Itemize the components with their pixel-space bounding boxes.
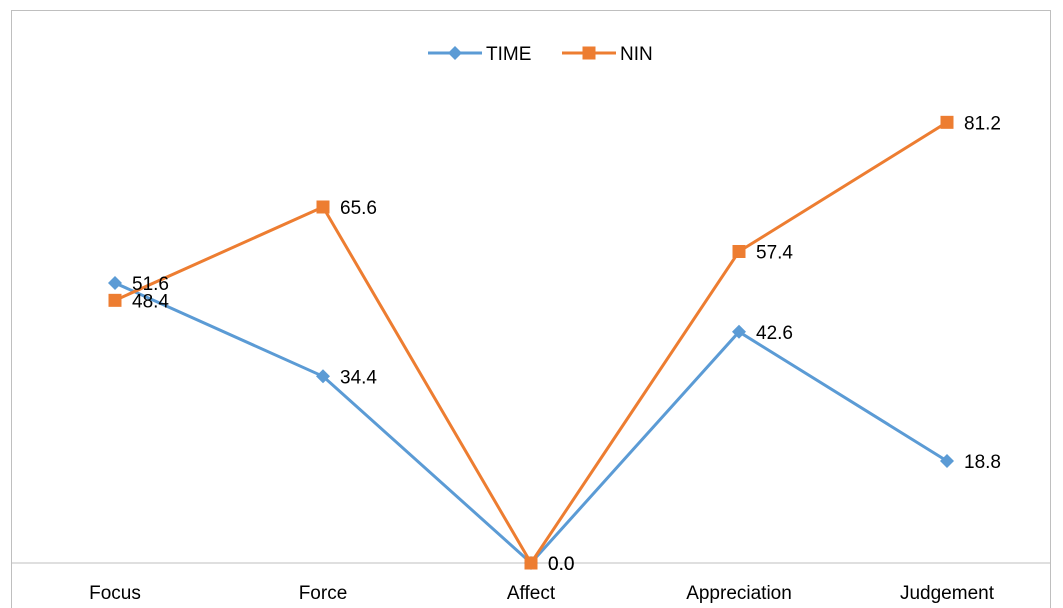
data-label-time-appreciation: 42.6 (756, 323, 793, 344)
x-tick-label-force: Force (299, 583, 348, 604)
data-label-layer: 51.634.40.042.618.848.465.60.057.481.2 (132, 113, 1001, 575)
data-point-time-force (316, 369, 330, 384)
series-layer (108, 115, 954, 570)
x-tick-label-appreciation: Appreciation (686, 583, 792, 604)
category-axis-labels: Focus Force Affect Appreciation Judgement (89, 583, 995, 604)
data-label-nin-appreciation: 57.4 (756, 242, 793, 263)
legend-marker-time (448, 46, 462, 60)
data-point-time-focus (108, 275, 122, 290)
data-point-time-appreciation (732, 324, 746, 339)
data-point-nin-focus (108, 293, 122, 307)
legend-marker-nin (582, 46, 596, 60)
data-label-nin-force: 65.6 (340, 198, 377, 219)
series-line-time (113, 281, 949, 565)
legend-label-time: TIME (486, 44, 531, 65)
series-line-nin (113, 120, 949, 565)
data-point-nin-appreciation (732, 244, 746, 258)
series-nin (108, 115, 954, 570)
x-tick-label-judgement: Judgement (900, 583, 995, 604)
data-label-time-force: 34.4 (340, 367, 377, 388)
data-label-time-affect: 0.0 (548, 554, 574, 575)
legend-label-nin: NIN (620, 44, 653, 65)
legend: TIME NIN (428, 44, 653, 65)
data-label-time-focus: 51.6 (132, 274, 169, 295)
data-point-nin-force (316, 200, 330, 214)
data-label-nin-judgement: 81.2 (964, 113, 1001, 134)
series-time (108, 275, 954, 570)
x-tick-label-focus: Focus (89, 583, 141, 604)
data-point-nin-affect (524, 556, 538, 570)
data-label-time-judgement: 18.8 (964, 452, 1001, 473)
data-label-nin-affect: 0.0 (548, 554, 574, 575)
data-point-nin-judgement (940, 115, 954, 129)
x-tick-label-affect: Affect (507, 583, 556, 604)
data-point-time-judgement (940, 453, 954, 468)
data-label-nin-focus: 48.4 (132, 291, 169, 312)
legend-item-time: TIME (428, 44, 531, 65)
chart-frame (11, 10, 1051, 608)
legend-item-nin: NIN (562, 44, 653, 65)
